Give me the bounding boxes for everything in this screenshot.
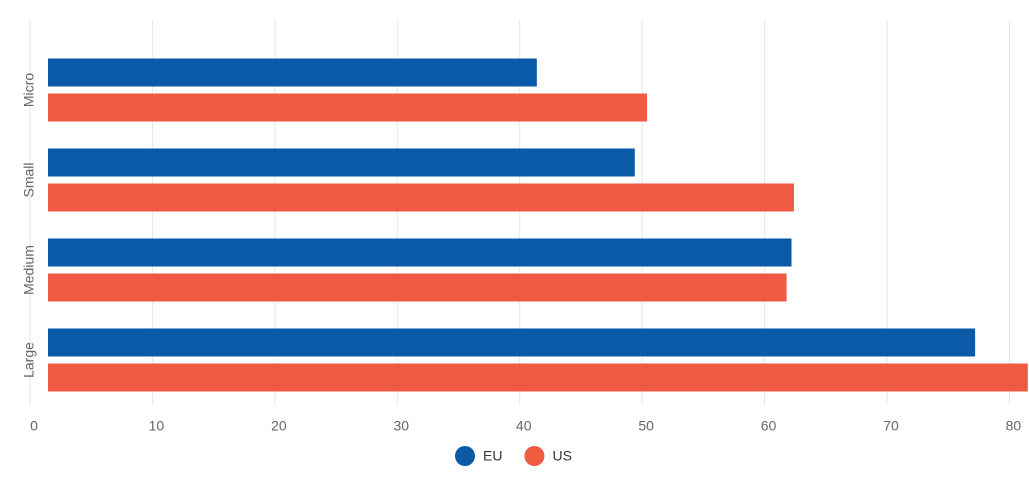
x-tick-label: 40 [516,418,532,434]
bar [48,58,537,87]
y-tick-label: Small [21,162,37,197]
x-tick-label: 30 [393,418,409,434]
y-tick-label: Large [21,342,37,378]
x-tick-label: 70 [883,418,899,434]
legend-label: US [552,448,571,464]
bar [48,273,787,302]
legend-label: EU [483,448,502,464]
x-tick-label: 60 [761,418,777,434]
y-tick-label: Micro [21,73,37,107]
bar [48,363,1028,392]
legend-marker [455,446,475,466]
bar [48,93,648,122]
x-tick-label: 20 [271,418,287,434]
x-tick-label: 0 [30,418,38,434]
bar [48,148,635,177]
bar [48,183,794,212]
x-tick-label: 50 [638,418,654,434]
legend-marker [524,446,545,466]
x-tick-label: 10 [149,418,165,434]
x-tick-label: 80 [1006,418,1022,434]
bar [48,238,792,267]
y-tick-label: Medium [21,245,37,295]
bar [48,328,976,357]
